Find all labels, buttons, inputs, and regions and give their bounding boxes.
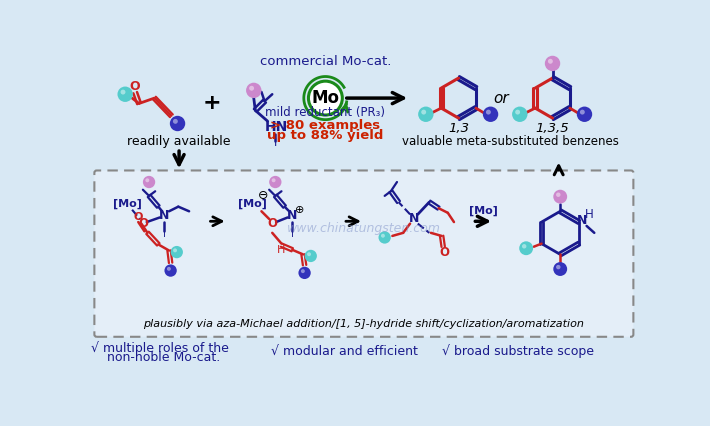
- Circle shape: [170, 116, 185, 131]
- Text: O: O: [130, 80, 141, 93]
- Circle shape: [548, 59, 553, 64]
- Circle shape: [121, 89, 126, 95]
- Text: commercial Mo-cat.: commercial Mo-cat.: [260, 55, 391, 69]
- Circle shape: [246, 83, 261, 98]
- Text: 1,3: 1,3: [448, 122, 469, 135]
- Circle shape: [556, 265, 560, 269]
- Circle shape: [298, 267, 311, 279]
- Text: N: N: [577, 214, 587, 227]
- Circle shape: [519, 241, 533, 255]
- Text: I: I: [291, 229, 294, 239]
- Circle shape: [173, 119, 178, 124]
- Circle shape: [272, 178, 275, 182]
- Circle shape: [308, 81, 342, 115]
- Text: H: H: [585, 208, 594, 221]
- Text: I: I: [273, 138, 277, 148]
- Text: [Mo]: [Mo]: [469, 206, 498, 216]
- Text: √ broad substrate scope: √ broad substrate scope: [442, 345, 594, 358]
- Circle shape: [381, 234, 385, 238]
- Circle shape: [143, 176, 155, 188]
- Circle shape: [545, 56, 560, 71]
- Text: +: +: [203, 93, 222, 113]
- Text: ⊖: ⊖: [258, 190, 268, 202]
- Text: √ multiple roles of the: √ multiple roles of the: [91, 342, 229, 355]
- Text: www.chinatungsten.com: www.chinatungsten.com: [287, 222, 441, 236]
- Circle shape: [301, 269, 305, 273]
- Text: N: N: [287, 210, 297, 222]
- Text: plausibly via aza-Michael addition/[1, 5]-hydride shift/cyclization/aromatizatio: plausibly via aza-Michael addition/[1, 5…: [143, 319, 584, 329]
- Circle shape: [512, 106, 528, 122]
- Circle shape: [165, 265, 177, 277]
- Text: readily available: readily available: [127, 135, 231, 149]
- Text: N: N: [409, 213, 419, 225]
- Circle shape: [418, 106, 434, 122]
- Circle shape: [146, 178, 149, 182]
- Circle shape: [486, 109, 491, 115]
- Circle shape: [483, 106, 498, 122]
- Text: [Mo]: [Mo]: [238, 199, 267, 209]
- Circle shape: [515, 109, 520, 115]
- Circle shape: [167, 267, 171, 271]
- Circle shape: [522, 244, 526, 248]
- FancyBboxPatch shape: [94, 170, 633, 337]
- Text: ⊕: ⊕: [295, 205, 305, 215]
- Text: non-noble Mo-cat.: non-noble Mo-cat.: [99, 351, 220, 364]
- Text: > 80 examples: > 80 examples: [271, 118, 381, 132]
- Circle shape: [421, 109, 426, 115]
- Circle shape: [173, 248, 177, 252]
- Text: mild reductant (PR₃): mild reductant (PR₃): [266, 106, 386, 119]
- Circle shape: [170, 246, 183, 258]
- Text: or: or: [493, 91, 509, 106]
- Text: [Mo]: [Mo]: [113, 199, 142, 209]
- Circle shape: [580, 109, 585, 115]
- Text: O: O: [133, 213, 143, 222]
- Circle shape: [577, 106, 592, 122]
- Circle shape: [305, 250, 317, 262]
- Circle shape: [117, 86, 133, 102]
- Text: HN: HN: [266, 121, 288, 134]
- Circle shape: [269, 176, 281, 188]
- Text: N: N: [159, 210, 170, 222]
- Circle shape: [553, 262, 567, 276]
- Text: √ modular and efficient: √ modular and efficient: [271, 345, 418, 358]
- Text: O: O: [267, 217, 277, 230]
- Text: I: I: [163, 229, 166, 239]
- Text: 1,3,5: 1,3,5: [536, 122, 569, 135]
- Text: up to 88% yield: up to 88% yield: [267, 130, 383, 142]
- Circle shape: [249, 86, 254, 91]
- Text: Mo: Mo: [312, 89, 339, 107]
- Circle shape: [553, 190, 567, 204]
- Text: H: H: [278, 245, 285, 255]
- Text: O: O: [138, 217, 148, 230]
- Circle shape: [378, 231, 390, 244]
- Circle shape: [556, 193, 560, 197]
- Text: valuable meta-substituted benzenes: valuable meta-substituted benzenes: [402, 135, 618, 149]
- Text: O: O: [439, 246, 449, 259]
- Circle shape: [307, 252, 311, 256]
